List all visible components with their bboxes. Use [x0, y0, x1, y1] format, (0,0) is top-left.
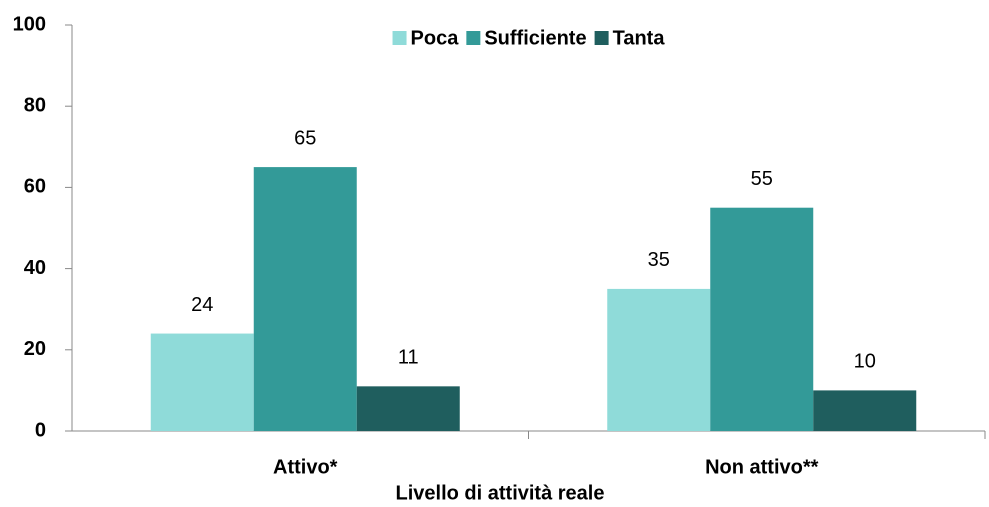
x-tick-label: Non attivo**: [705, 456, 819, 478]
legend-label: Sufficiente: [484, 27, 586, 49]
value-label: 10: [854, 351, 876, 373]
y-tick-label: 60: [24, 176, 46, 198]
bar: [607, 288, 711, 431]
bar: [813, 390, 917, 431]
legend-swatch: [392, 31, 407, 45]
value-label: 35: [648, 249, 670, 271]
legend-label: Tanta: [613, 27, 666, 49]
x-tick-label: Attivo*: [273, 456, 338, 478]
bar: [710, 207, 814, 431]
bar: [356, 386, 460, 431]
y-tick-label: 100: [13, 13, 46, 35]
legend-label: Poca: [411, 27, 460, 49]
bar: [253, 167, 357, 431]
y-tick-label: 40: [24, 257, 46, 279]
value-label: 11: [398, 347, 419, 369]
legend-swatch: [594, 31, 609, 45]
y-tick-label: 0: [35, 419, 46, 441]
bar: [150, 333, 254, 431]
y-tick-label: 80: [24, 94, 46, 116]
value-label: 24: [191, 294, 213, 316]
value-label: 55: [751, 168, 773, 190]
y-tick-label: 20: [24, 338, 46, 360]
value-label: 65: [294, 127, 316, 149]
x-axis-title: Livello di attività reale: [396, 482, 605, 504]
legend-swatch: [466, 31, 481, 45]
